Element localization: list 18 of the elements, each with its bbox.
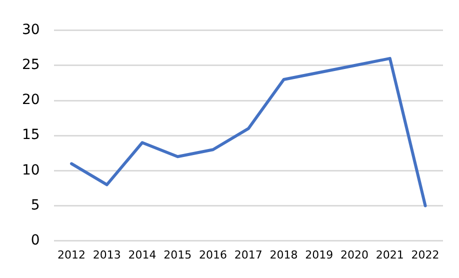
y-tick-label: 30 bbox=[22, 22, 40, 38]
x-tick-label: 2022 bbox=[411, 248, 440, 262]
x-tick-label: 2016 bbox=[199, 248, 228, 262]
x-tick-label: 2021 bbox=[376, 248, 404, 262]
x-tick-label: 2020 bbox=[340, 248, 369, 262]
x-tick-label: 2017 bbox=[234, 248, 262, 262]
y-tick-label: 25 bbox=[22, 57, 40, 74]
x-tick-label: 2014 bbox=[128, 248, 156, 262]
x-tick-label: 2015 bbox=[164, 248, 192, 262]
x-tick-label: 2018 bbox=[270, 248, 298, 262]
y-tick-label: 5 bbox=[30, 197, 40, 214]
x-tick-label: 2019 bbox=[305, 248, 334, 262]
x-tick-label: 2013 bbox=[92, 248, 121, 262]
y-tick-label: 10 bbox=[22, 162, 40, 178]
y-tick-label: 15 bbox=[22, 127, 40, 144]
y-tick-label: 20 bbox=[22, 92, 40, 108]
x-tick-label: 2012 bbox=[58, 248, 86, 262]
y-tick-label: 0 bbox=[30, 232, 40, 248]
